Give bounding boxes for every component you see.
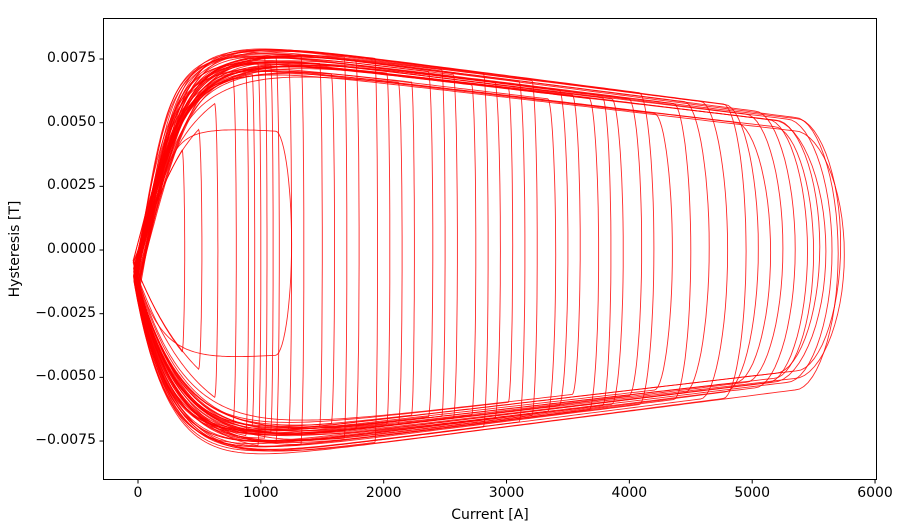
hysteresis-loop: [134, 66, 808, 435]
hysteresis-loop: [133, 55, 796, 442]
x-axis-label: Current [A]: [451, 507, 529, 523]
hysteresis-loop: [134, 73, 256, 426]
hysteresis-loop: [137, 53, 526, 451]
hysteresis-loop: [136, 61, 624, 442]
hysteresis-loop: [133, 63, 569, 432]
hysteresis-loop: [135, 129, 293, 358]
hysteresis-loop: [134, 51, 710, 442]
hysteresis-loop: [135, 56, 842, 431]
y-tick-label: 0.0025: [47, 177, 96, 194]
x-tick-label: 0: [133, 485, 143, 501]
hysteresis-loop: [134, 56, 280, 443]
y-axis-label: Hysteresis [T]: [7, 200, 23, 298]
hysteresis-loop: [133, 60, 612, 443]
y-tick-label: 0.0075: [47, 50, 96, 66]
x-tick-label: 4000: [611, 485, 648, 501]
hysteresis-loop: [134, 61, 784, 436]
hysteresis-loop: [137, 57, 458, 436]
hysteresis-loop: [136, 49, 655, 447]
hysteresis-loop: [135, 49, 759, 448]
hysteresis-loop: [133, 52, 839, 455]
plot-area: [103, 18, 877, 480]
y-tick-label: 0.0050: [47, 113, 96, 130]
y-tick-label: −0.0075: [35, 432, 96, 449]
x-tick-label: 5000: [734, 485, 771, 501]
x-tick-label: 2000: [365, 485, 402, 501]
hysteresis-loop: [133, 60, 692, 444]
hysteresis-loop: [137, 64, 833, 436]
hysteresis-loop: [134, 76, 815, 428]
hysteresis-loop: [133, 74, 845, 436]
y-tick-label: −0.0050: [35, 368, 96, 385]
hysteresis-loop: [132, 69, 772, 434]
x-tick-label: 1000: [243, 485, 279, 501]
y-tick-label: 0.0000: [47, 241, 96, 258]
hysteresis-loop: [137, 61, 600, 447]
hysteresis-loop: [135, 54, 538, 442]
x-tick-label: 3000: [488, 485, 525, 501]
hysteresis-loop: [135, 62, 821, 431]
hysteresis-loop: [134, 70, 415, 427]
hysteresis-loop: [134, 50, 747, 452]
hysteresis-loop: [137, 62, 262, 447]
hysteresis-loop: [135, 64, 274, 433]
hysteresis-loop: [133, 73, 250, 437]
hysteresis-loop: [136, 61, 323, 428]
hysteresis-loop: [134, 66, 827, 437]
y-tick-label: −0.0025: [35, 304, 96, 321]
hysteresis-loop: [136, 70, 673, 432]
x-tick-label: 6000: [857, 485, 893, 501]
